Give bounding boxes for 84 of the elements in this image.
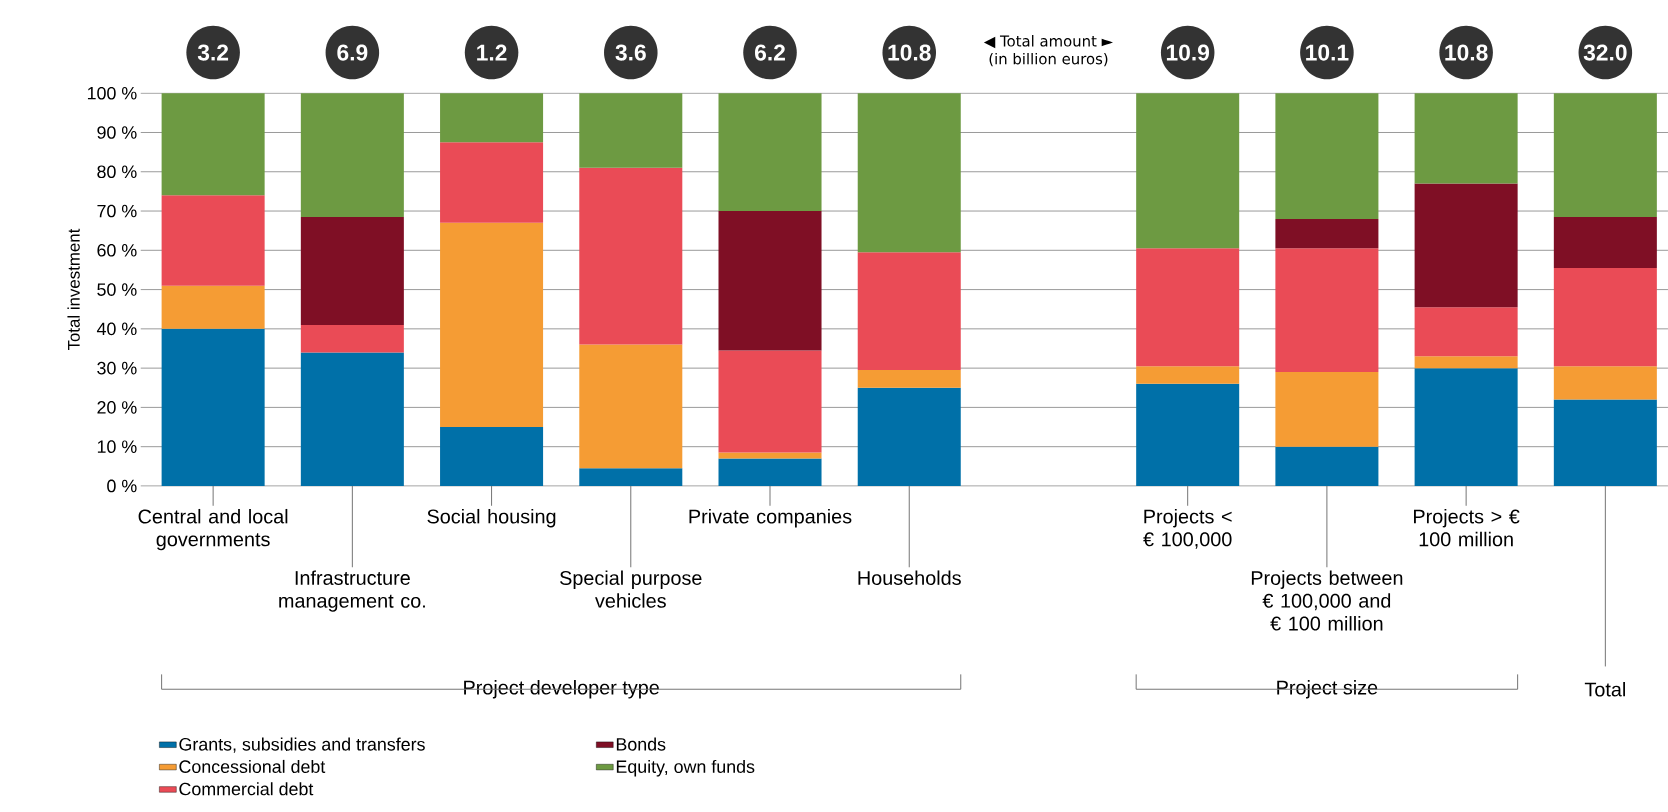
x-tick-label: Projects > € 100 million [1414, 508, 1520, 547]
bar [718, 458, 822, 486]
bar [579, 167, 683, 345]
text: 3.6 [615, 44, 646, 61]
bar [579, 344, 683, 469]
bar [857, 252, 961, 370]
bar [1414, 307, 1518, 357]
legend-label: Commercial debt [179, 782, 314, 796]
bar [1136, 93, 1240, 249]
bar [1414, 356, 1518, 369]
bar [1275, 248, 1379, 372]
x-tick-label: Social housing [427, 508, 556, 528]
x-tick-label: Projects < € 100,000 [1143, 508, 1232, 549]
text: 32.0 [1583, 44, 1627, 61]
y-tick-label: 60 % [97, 243, 137, 257]
bar [579, 93, 683, 168]
y-tick-label: 100 % [87, 86, 137, 100]
bar [300, 93, 404, 217]
y-tick-label: 30 % [97, 361, 137, 375]
bar [718, 210, 822, 351]
bar [161, 328, 265, 486]
y-tick-label: 50 % [97, 283, 137, 296]
text: 10.8 [888, 44, 931, 61]
y-tick-label: 20 % [97, 400, 137, 414]
bar [440, 93, 544, 143]
y-tick-label: 0 % [107, 479, 137, 493]
x-tick-label: Private companies [689, 508, 852, 528]
y-axis-title: Total investment [67, 228, 80, 351]
bar [718, 350, 822, 453]
legend-label: Grants, subsidies and transfers [179, 737, 425, 753]
x-tick-label: Special purpose vehicles [560, 570, 702, 608]
text: Project developer type [464, 679, 659, 699]
legend-label: Bonds [616, 737, 666, 751]
bar [1275, 218, 1379, 249]
bar [718, 93, 822, 211]
bar [440, 222, 544, 427]
bar [440, 426, 544, 486]
bar [1136, 383, 1240, 486]
legend-label: Equity, own funds [616, 759, 755, 777]
y-tick-label: 10 % [97, 440, 137, 453]
bar [161, 285, 265, 329]
text: (in billion euros) [989, 52, 1108, 67]
text: 6.9 [337, 44, 368, 61]
y-tick-label: 80 % [97, 165, 137, 178]
bar [440, 142, 544, 223]
text: Total [1584, 681, 1625, 697]
x-tick-label: Projects between € 100,000 and € 100 million [1251, 570, 1403, 631]
bar [161, 93, 265, 196]
legend-label: Concessional debt [179, 759, 326, 773]
text: 6.2 [755, 44, 785, 61]
bar [1553, 267, 1657, 367]
y-tick-label: 70 % [97, 204, 137, 218]
bar [300, 352, 404, 486]
text: 1.2 [477, 44, 507, 61]
text: Project size [1277, 679, 1378, 699]
text: ◀ Total amount ► [983, 34, 1114, 49]
bar [857, 93, 961, 253]
bar [579, 468, 683, 486]
bar [1136, 366, 1240, 384]
bar [1275, 93, 1379, 219]
text: 10.1 [1306, 44, 1349, 61]
y-tick-label: 90 % [97, 126, 137, 139]
bar [1275, 446, 1379, 486]
bar [1414, 93, 1518, 184]
bar [1553, 399, 1657, 486]
bar [857, 369, 961, 388]
bar [161, 195, 265, 286]
bar [1553, 366, 1657, 400]
bar [1553, 93, 1657, 217]
x-tick-label: Households [858, 570, 961, 585]
bar [1414, 183, 1518, 308]
text: 10.8 [1445, 44, 1488, 61]
bar [300, 216, 404, 325]
bar [857, 387, 961, 486]
x-tick-label: Central and local governments [138, 508, 288, 551]
bar [1136, 248, 1240, 367]
bar [1275, 371, 1379, 447]
text: 3.2 [197, 44, 229, 61]
bar [300, 324, 404, 353]
x-tick-label: Infrastructure management co. [279, 570, 425, 612]
bar [1553, 216, 1657, 268]
text: 10.9 [1166, 44, 1210, 61]
bar [1414, 368, 1518, 486]
y-tick-label: 40 % [96, 322, 137, 336]
